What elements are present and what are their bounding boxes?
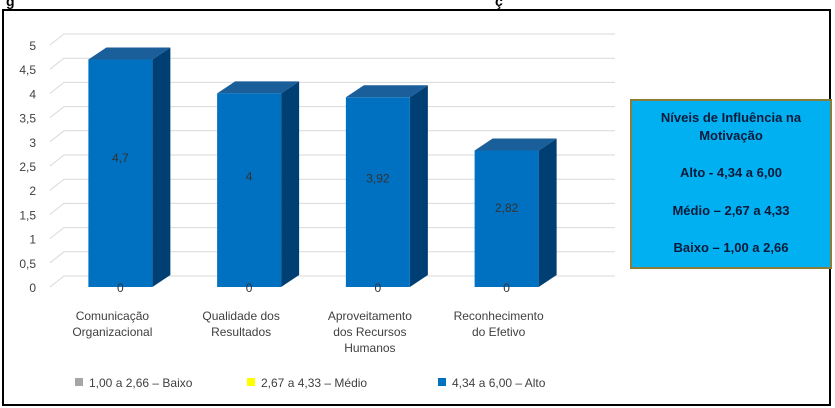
zero-label: 0 [246,281,253,295]
y-tick-label: 1,5 [19,208,36,222]
zero-label: 0 [375,281,382,295]
gridline [49,33,615,46]
data-label: 2,82 [495,201,519,215]
x-tick-label: Humanos [344,341,395,355]
gridline [49,251,615,264]
gridline [49,275,615,288]
gridline [49,178,615,191]
info-box-title: Níveis de Influência na Motivação [660,110,802,143]
motivation-levels-box: Níveis de Influência na Motivação Alto -… [630,99,832,269]
info-box-line-low: Baixo – 1,00 a 2,66 [673,239,789,255]
y-tick-label: 2 [29,184,36,198]
y-tick-label: 5 [29,39,36,53]
y-tick-label: 4 [29,87,36,101]
data-label: 4 [246,170,253,184]
bar [88,59,153,287]
info-box-line-high: Alto - 4,34 a 6,00 [680,165,782,181]
gridline [49,130,615,143]
info-box-line-medium: Médio – 2,67 a 4,33 [672,202,790,218]
bar-top [88,47,171,60]
x-tick-label: Resultados [211,325,271,339]
bar-side [538,138,557,287]
x-tick-label: Reconhecimento [454,309,544,323]
data-label: 3,92 [366,172,390,186]
y-tick-label: 0 [29,281,36,295]
x-tick-label: Qualidade dos [202,309,279,323]
x-tick-label: Organizacional [72,325,152,339]
clipped-caption: g ç [0,0,835,9]
gridline [49,202,615,215]
bar-top [217,81,300,94]
legend-swatch [438,378,446,386]
x-tick-label: Comunicação [76,309,150,323]
bar-top [474,138,557,151]
x-tick-label: Aproveitamento [328,309,412,323]
zero-label: 0 [503,281,510,295]
clipped-caption-text-right: ç [495,0,503,9]
x-tick-label: dos Recursos [333,325,406,339]
y-tick-label: 3,5 [19,112,36,126]
gridline [49,227,615,239]
gridline [49,106,615,118]
legend-label: 2,67 a 4,33 – Médio [261,376,367,390]
clipped-caption-text: g [6,0,15,9]
bar-side [281,81,300,288]
bar-side [152,47,171,287]
bar [217,93,282,288]
gridline [49,81,615,94]
gridline [49,154,615,167]
gridline [49,57,615,70]
y-tick-label: 1 [29,233,36,247]
bar-top [345,85,428,98]
bar [345,97,410,287]
y-tick-label: 3 [29,136,36,150]
y-tick-label: 0,5 [19,257,36,271]
legend-swatch [247,378,255,386]
legend-swatch [75,378,83,386]
bar [474,150,539,287]
legend-label: 4,34 a 6,00 – Alto [452,376,546,390]
bar-side [409,85,428,287]
y-tick-label: 2,5 [19,160,36,174]
data-label: 4,7 [112,151,129,165]
y-tick-label: 4,5 [19,63,36,77]
legend-label: 1,00 a 2,66 – Baixo [89,376,193,390]
zero-label: 0 [117,281,124,295]
x-tick-label: do Efetivo [472,325,526,339]
